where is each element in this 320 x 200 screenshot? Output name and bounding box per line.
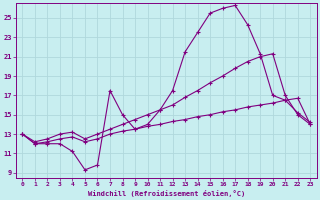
- X-axis label: Windchill (Refroidissement éolien,°C): Windchill (Refroidissement éolien,°C): [88, 190, 245, 197]
